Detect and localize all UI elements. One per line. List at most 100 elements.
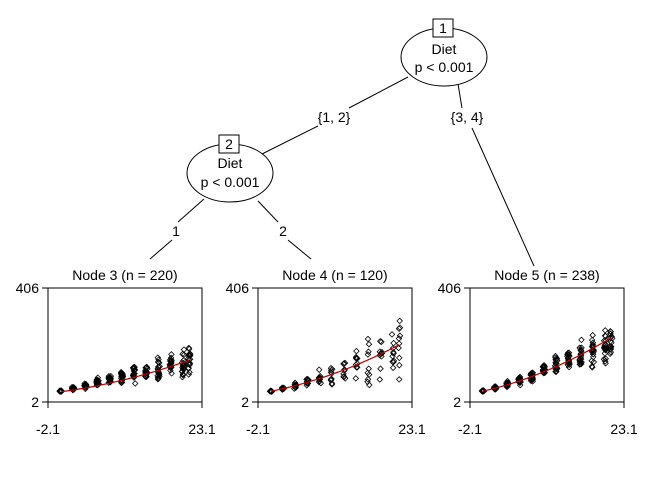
edge-label-inner-right: 2	[279, 223, 287, 239]
data-point	[117, 369, 125, 377]
data-point	[154, 354, 162, 361]
data-point	[589, 364, 596, 371]
data-point	[142, 373, 149, 380]
data-point	[578, 358, 585, 366]
x-tick-label: -2.1	[458, 421, 482, 437]
edge-label-root-right: {3, 4}	[451, 109, 484, 125]
data-point	[396, 354, 403, 362]
root-node: 1 Diet p < 0.001	[400, 18, 488, 87]
panel-frame	[47, 287, 203, 403]
panel-frame	[257, 287, 413, 403]
data-point	[389, 364, 397, 372]
data-point	[168, 357, 175, 364]
y-tick-label: 2	[31, 394, 39, 410]
root-node-id: 1	[439, 20, 447, 36]
terminal-panels: Node 3 (n = 220) 406 2 -2.1 23.1 Node 4 (n = …	[16, 267, 638, 437]
data-point	[366, 381, 373, 389]
data-point	[186, 368, 193, 376]
data-point	[340, 360, 348, 367]
data-point	[167, 357, 174, 365]
data-point	[340, 373, 348, 380]
data-point	[566, 361, 573, 368]
data-point	[168, 351, 175, 358]
data-point	[179, 365, 187, 372]
data-point	[268, 387, 275, 395]
data-point	[576, 358, 584, 366]
data-point	[129, 372, 137, 379]
data-point	[185, 344, 193, 352]
data-point	[396, 324, 404, 331]
terminal-node-5-panel: Node 5 (n = 238) 406 2 -2.1 23.1	[438, 267, 638, 437]
data-point	[143, 369, 151, 376]
data-point	[167, 367, 174, 374]
x-tick-label: -2.1	[36, 421, 60, 437]
fitted-curve	[482, 337, 612, 392]
data-point	[576, 356, 583, 364]
data-point	[378, 353, 385, 360]
data-point	[365, 340, 373, 348]
data-point	[180, 346, 188, 353]
data-point	[378, 348, 386, 356]
data-point	[130, 370, 138, 377]
root-node-pvalue: p < 0.001	[415, 59, 474, 75]
data-point	[553, 365, 561, 372]
data-point	[185, 365, 192, 372]
edge-root-left-lower	[261, 125, 319, 155]
edge-label-root-left: {1, 2}	[318, 109, 351, 125]
data-point	[376, 376, 384, 383]
data-point	[529, 376, 536, 383]
data-point	[600, 356, 608, 363]
panel-title: Node 3 (n = 220)	[72, 267, 177, 283]
data-point	[541, 363, 548, 371]
data-point	[589, 343, 597, 350]
data-point	[540, 366, 548, 374]
data-point	[129, 364, 137, 371]
scatter-points	[266, 317, 404, 395]
y-tick-label: 406	[438, 280, 462, 296]
data-point	[179, 371, 187, 379]
data-point	[588, 357, 595, 365]
data-point	[131, 380, 139, 387]
edge-inner-left-lower	[149, 239, 173, 260]
data-point	[390, 357, 398, 365]
data-point	[607, 328, 614, 335]
data-point	[56, 387, 64, 395]
data-point	[328, 380, 336, 387]
data-point	[377, 365, 384, 372]
data-point	[352, 375, 360, 382]
data-point	[365, 348, 372, 355]
inner-node-pvalue: p < 0.001	[201, 174, 260, 190]
data-point	[576, 344, 583, 352]
data-point	[491, 384, 498, 392]
inner-node-id: 2	[225, 136, 233, 152]
data-point	[503, 380, 510, 388]
data-point	[553, 355, 560, 363]
panel-title: Node 5 (n = 238)	[494, 267, 599, 283]
edge-root-left	[348, 76, 409, 109]
edge-inner-right-lower	[287, 239, 312, 260]
y-tick-label: 2	[453, 394, 461, 410]
data-point	[396, 361, 403, 369]
panel-title: Node 4 (n = 120)	[282, 267, 387, 283]
data-point	[315, 366, 323, 373]
data-point	[552, 352, 559, 360]
data-point	[527, 372, 535, 379]
data-point	[390, 350, 397, 357]
data-point	[588, 336, 596, 344]
x-tick-label: 23.1	[188, 421, 215, 437]
y-tick-label: 406	[16, 280, 40, 296]
data-point	[304, 377, 312, 384]
inner-node: 2 Diet p < 0.001	[186, 134, 274, 203]
inner-node-id-box	[218, 134, 240, 154]
data-point	[340, 370, 347, 378]
data-point	[539, 363, 547, 371]
fitted-curve	[60, 359, 190, 393]
x-tick-label: 23.1	[610, 421, 637, 437]
terminal-node-4-panel: Node 4 (n = 120) 406 2 -2.1 23.1	[226, 267, 426, 437]
data-point	[602, 355, 609, 362]
edge-inner-right	[257, 200, 279, 223]
data-point	[601, 327, 609, 334]
x-tick-label: -2.1	[246, 421, 270, 437]
data-point	[565, 349, 573, 356]
data-point	[396, 317, 403, 325]
